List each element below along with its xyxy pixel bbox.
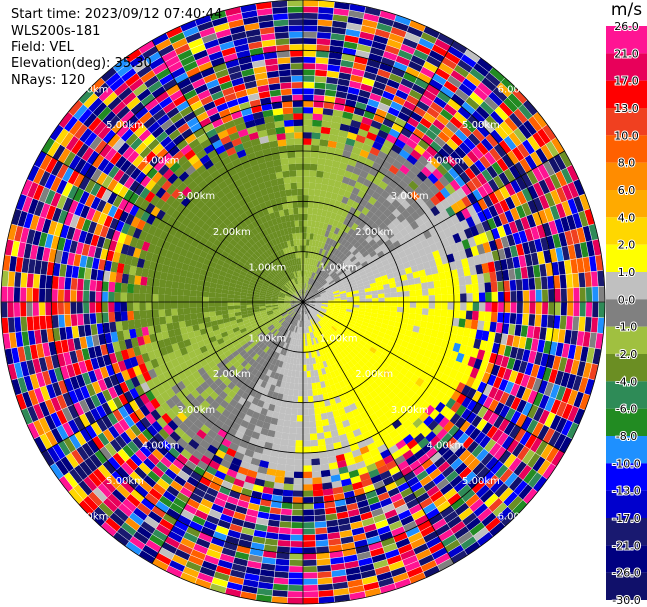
ring-label: 5.00km xyxy=(462,120,500,131)
ring-label: 2.00km xyxy=(355,369,393,380)
ring-label: 1.00km xyxy=(249,334,287,345)
ring-label: 6.00km xyxy=(71,512,109,523)
azimuth-spoke-300 xyxy=(41,150,304,303)
field-label: Field: VEL xyxy=(11,40,74,55)
azimuth-spoke-120 xyxy=(302,301,565,454)
ring-label: 3.00km xyxy=(391,405,429,416)
azimuth-spoke-240 xyxy=(41,301,304,454)
ring-label: 2.00km xyxy=(213,369,251,380)
azimuth-spoke-330 xyxy=(151,40,304,303)
start-time-label: Start time: 2023/09/12 07:40:44 xyxy=(11,7,223,22)
azimuth-spoke-210 xyxy=(151,301,304,564)
colorbar-unit: m/s xyxy=(610,0,643,20)
ring-label: 3.00km xyxy=(177,191,215,202)
azimuth-spoke-150 xyxy=(302,301,455,564)
ring-label: 1.00km xyxy=(249,262,287,273)
ring-label: 5.00km xyxy=(106,120,144,131)
ring-label: 4.00km xyxy=(426,156,464,167)
ring-label: 2.00km xyxy=(355,227,393,238)
ring-label: 5.00km xyxy=(106,476,144,487)
elevation-label: Elevation(deg): 35.30 xyxy=(11,56,152,71)
ring-label: 6.00km xyxy=(498,84,536,95)
ring-label: 5.00km xyxy=(462,476,500,487)
azimuth-spoke-60 xyxy=(302,150,565,303)
instrument-label: WLS200s-181 xyxy=(11,24,101,39)
ring-label: 1.00km xyxy=(320,262,358,273)
ring-label: 2.00km xyxy=(213,227,251,238)
ring-label: 3.00km xyxy=(391,191,429,202)
ring-label: 6.00km xyxy=(498,512,536,523)
ring-label: 6.00km xyxy=(71,84,109,95)
ring-label: 3.00km xyxy=(177,405,215,416)
ring-label: 4.00km xyxy=(426,440,464,451)
nrays-label: NRays: 120 xyxy=(11,73,86,88)
ring-label: 4.00km xyxy=(142,156,180,167)
ring-label: 4.00km xyxy=(142,440,180,451)
ring-label: 1.00km xyxy=(320,334,358,345)
azimuth-spoke-30 xyxy=(302,40,455,303)
